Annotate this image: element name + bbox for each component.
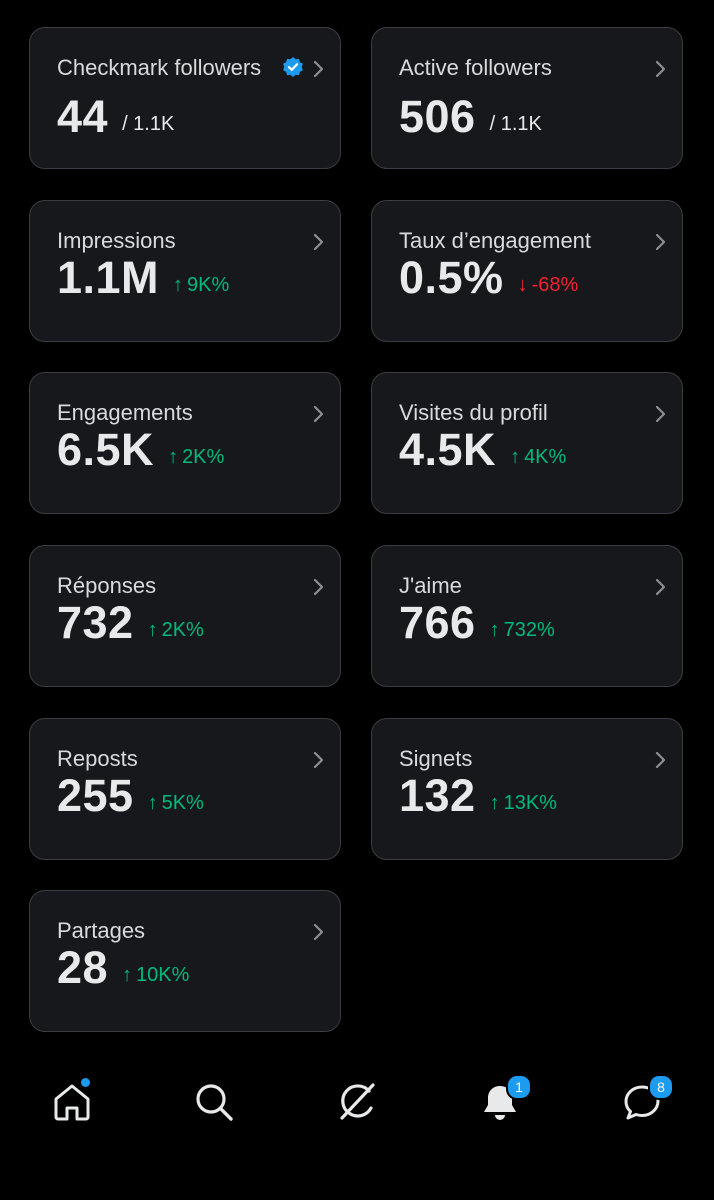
stat-total: / 1.1K xyxy=(489,113,542,135)
stat-card-likes[interactable]: J'aime 766 ↑ 732% xyxy=(371,545,683,687)
stat-card-shares[interactable]: Partages 28 ↑ 10K% xyxy=(29,890,341,1032)
arrow-down-icon: ↓ xyxy=(517,274,528,296)
chevron-right-icon xyxy=(655,578,666,596)
nav-grok[interactable] xyxy=(335,1080,379,1124)
chevron-right-icon xyxy=(313,233,324,251)
stat-value-row: 506 / 1.1K xyxy=(399,94,542,140)
stat-card-checkmark-followers[interactable]: Checkmark followers 44 / 1.1K xyxy=(29,27,341,169)
stat-value-row: 28 ↑ 10K% xyxy=(57,945,189,991)
stat-delta-value: 10K% xyxy=(136,964,190,986)
stat-label: Réponses xyxy=(57,573,157,598)
verified-badge-icon xyxy=(283,57,303,77)
stat-label: Engagements xyxy=(57,400,193,425)
nav-home[interactable] xyxy=(50,1078,94,1124)
grok-icon xyxy=(340,1083,375,1120)
stat-card-engagement-rate[interactable]: Taux d’engagement 0.5% ↓ -68% xyxy=(371,200,683,342)
nav-notifications[interactable]: 1 xyxy=(478,1074,532,1124)
stat-label: Visites du profil xyxy=(399,400,548,425)
search-icon xyxy=(196,1084,233,1121)
stat-label: Impressions xyxy=(57,228,176,253)
stat-value-row: 732 ↑ 2K% xyxy=(57,600,204,646)
stat-card-reposts[interactable]: Reposts 255 ↑ 5K% xyxy=(29,718,341,860)
stat-value-row: 132 ↑ 13K% xyxy=(399,773,557,819)
stat-card-replies[interactable]: Réponses 732 ↑ 2K% xyxy=(29,545,341,687)
stat-value: 28 xyxy=(57,942,109,993)
stat-delta: ↑ 10K% xyxy=(122,964,189,987)
stat-value: 1.1M xyxy=(57,252,160,303)
stat-card-active-followers[interactable]: Active followers 506 / 1.1K xyxy=(371,27,683,169)
stat-delta-value: 9K% xyxy=(187,274,230,296)
stat-label: Signets xyxy=(399,746,473,771)
stat-delta: ↑ 2K% xyxy=(148,619,204,642)
notifications-badge: 1 xyxy=(506,1074,532,1100)
stat-value: 506 xyxy=(399,91,476,142)
nav-messages[interactable]: 8 xyxy=(620,1074,674,1124)
stat-value-row: 6.5K ↑ 2K% xyxy=(57,427,224,473)
stat-label: Active followers xyxy=(399,55,552,80)
chevron-right-icon xyxy=(313,60,324,78)
stat-label: Checkmark followers xyxy=(57,55,262,80)
stat-value: 44 xyxy=(57,91,109,142)
bottom-nav: 1 8 xyxy=(0,1060,714,1150)
stat-delta-value: 732% xyxy=(503,619,555,641)
chevron-right-icon xyxy=(655,60,666,78)
stat-value: 0.5% xyxy=(399,252,504,303)
arrow-up-icon: ↑ xyxy=(122,964,133,986)
arrow-up-icon: ↑ xyxy=(173,274,184,296)
stat-label: Reposts xyxy=(57,746,138,771)
stat-value: 6.5K xyxy=(57,424,155,475)
chevron-right-icon xyxy=(313,578,324,596)
chevron-right-icon xyxy=(313,923,324,941)
stat-card-bookmarks[interactable]: Signets 132 ↑ 13K% xyxy=(371,718,683,860)
stat-total: / 1.1K xyxy=(122,113,175,135)
chevron-right-icon xyxy=(655,405,666,423)
stat-delta-value: 2K% xyxy=(161,619,204,641)
stat-card-impressions[interactable]: Impressions 1.1M ↑ 9K% xyxy=(29,200,341,342)
arrow-up-icon: ↑ xyxy=(168,446,179,468)
stat-delta: ↑ 5K% xyxy=(148,792,204,815)
chevron-right-icon xyxy=(655,233,666,251)
stat-delta: ↑ 732% xyxy=(490,619,555,642)
stat-delta: ↑ 2K% xyxy=(168,446,224,469)
stat-delta-value: 2K% xyxy=(182,446,225,468)
stat-value-row: 766 ↑ 732% xyxy=(399,600,555,646)
stat-delta-value: -68% xyxy=(531,274,579,296)
chevron-right-icon xyxy=(313,405,324,423)
stat-value-row: 44 / 1.1K xyxy=(57,94,174,140)
stat-delta: ↑ 4K% xyxy=(510,446,566,469)
stat-value-row: 0.5% ↓ -68% xyxy=(399,255,578,301)
arrow-up-icon: ↑ xyxy=(147,619,158,641)
messages-icon xyxy=(624,1085,660,1120)
stat-delta-value: 4K% xyxy=(524,446,567,468)
stat-value: 4.5K xyxy=(399,424,497,475)
stat-label: Partages xyxy=(57,918,146,943)
stat-delta: ↓ -68% xyxy=(518,274,579,297)
stat-value: 132 xyxy=(399,770,476,821)
stat-value: 732 xyxy=(57,597,134,648)
stat-delta-value: 13K% xyxy=(503,792,557,814)
stat-value-row: 255 ↑ 5K% xyxy=(57,773,204,819)
chevron-right-icon xyxy=(313,751,324,769)
chevron-right-icon xyxy=(655,751,666,769)
stat-delta: ↑ 9K% xyxy=(173,274,229,297)
stat-card-engagements[interactable]: Engagements 6.5K ↑ 2K% xyxy=(29,372,341,514)
arrow-up-icon: ↑ xyxy=(510,446,521,468)
arrow-up-icon: ↑ xyxy=(147,792,158,814)
stat-label: Taux d’engagement xyxy=(399,228,592,253)
nav-search[interactable] xyxy=(192,1080,236,1124)
arrow-up-icon: ↑ xyxy=(489,792,500,814)
stat-value: 255 xyxy=(57,770,134,821)
home-icon xyxy=(54,1084,90,1121)
stat-value-row: 1.1M ↑ 9K% xyxy=(57,255,229,301)
messages-badge: 8 xyxy=(648,1074,674,1100)
stat-delta-value: 5K% xyxy=(161,792,204,814)
home-unread-dot xyxy=(81,1078,90,1087)
stat-value-row: 4.5K ↑ 4K% xyxy=(399,427,566,473)
stat-label: J'aime xyxy=(399,573,462,598)
stat-card-profile-visits[interactable]: Visites du profil 4.5K ↑ 4K% xyxy=(371,372,683,514)
stat-delta: ↑ 13K% xyxy=(490,792,557,815)
arrow-up-icon: ↑ xyxy=(489,619,500,641)
stat-value: 766 xyxy=(399,597,476,648)
